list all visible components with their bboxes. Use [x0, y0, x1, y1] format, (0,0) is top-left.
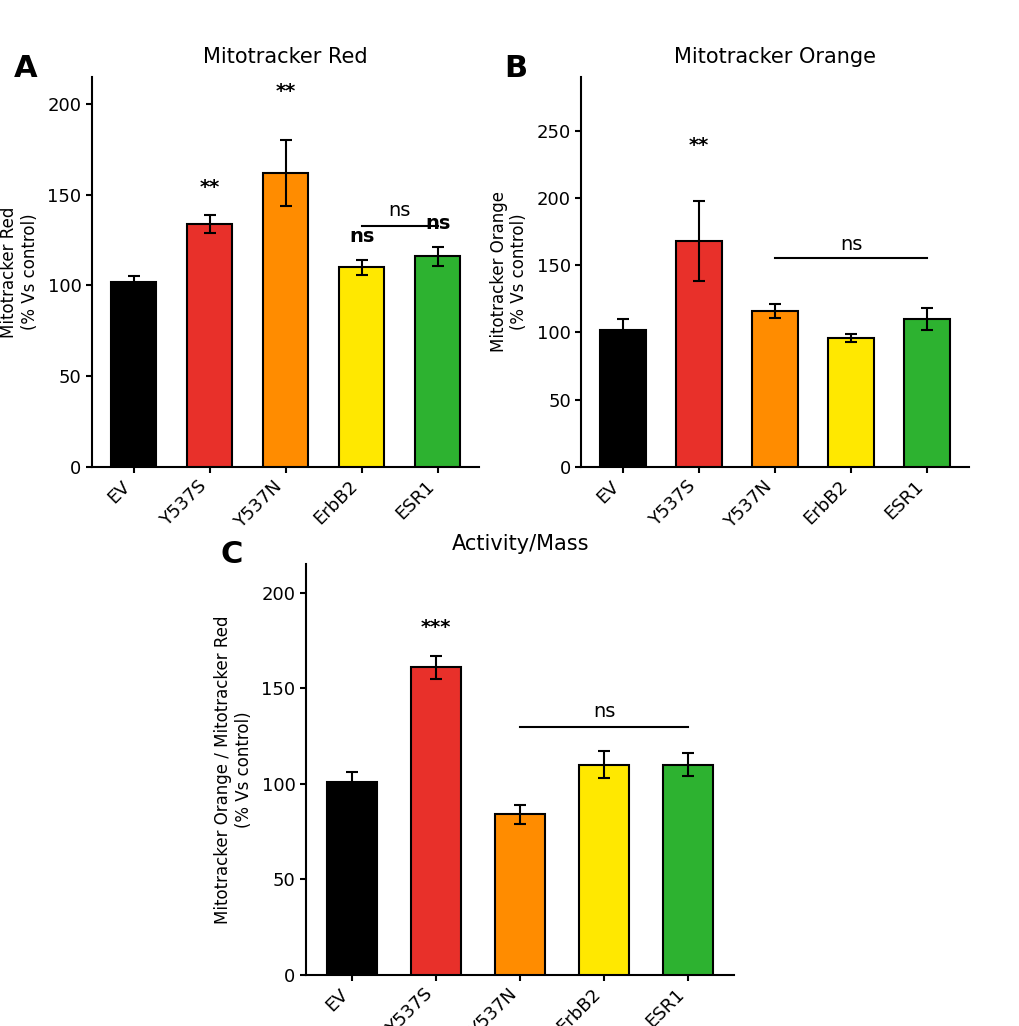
- Title: Activity/Mass: Activity/Mass: [451, 535, 588, 554]
- Bar: [827, 338, 873, 467]
- Y-axis label: Mitotracker Orange
(% Vs control): Mitotracker Orange (% Vs control): [489, 192, 528, 352]
- Bar: [111, 282, 156, 467]
- Bar: [338, 268, 384, 467]
- Text: B: B: [503, 53, 527, 82]
- Text: **: **: [200, 177, 219, 197]
- Bar: [600, 329, 645, 467]
- Text: ns: ns: [425, 213, 449, 233]
- Bar: [327, 782, 377, 975]
- Bar: [752, 311, 797, 467]
- Bar: [494, 815, 545, 975]
- Text: ns: ns: [348, 227, 374, 245]
- Bar: [263, 173, 308, 467]
- Bar: [415, 256, 460, 467]
- Bar: [904, 319, 949, 467]
- Bar: [579, 764, 629, 975]
- Text: ns: ns: [388, 201, 411, 221]
- Bar: [676, 241, 721, 467]
- Bar: [662, 764, 712, 975]
- Text: ***: ***: [421, 618, 451, 637]
- Title: Mitotracker Red: Mitotracker Red: [203, 47, 368, 67]
- Y-axis label: Mitotracker Orange / Mitotracker Red
(% Vs control): Mitotracker Orange / Mitotracker Red (% …: [214, 616, 253, 923]
- Text: ns: ns: [592, 702, 614, 721]
- Text: **: **: [689, 135, 708, 155]
- Text: C: C: [220, 540, 243, 568]
- Text: A: A: [14, 53, 38, 82]
- Bar: [411, 667, 461, 975]
- Text: ns: ns: [840, 235, 861, 254]
- Text: **: **: [275, 81, 296, 101]
- Y-axis label: Mitotracker Red
(% Vs control): Mitotracker Red (% Vs control): [0, 206, 39, 338]
- Bar: [186, 224, 232, 467]
- Title: Mitotracker Orange: Mitotracker Orange: [674, 47, 875, 67]
